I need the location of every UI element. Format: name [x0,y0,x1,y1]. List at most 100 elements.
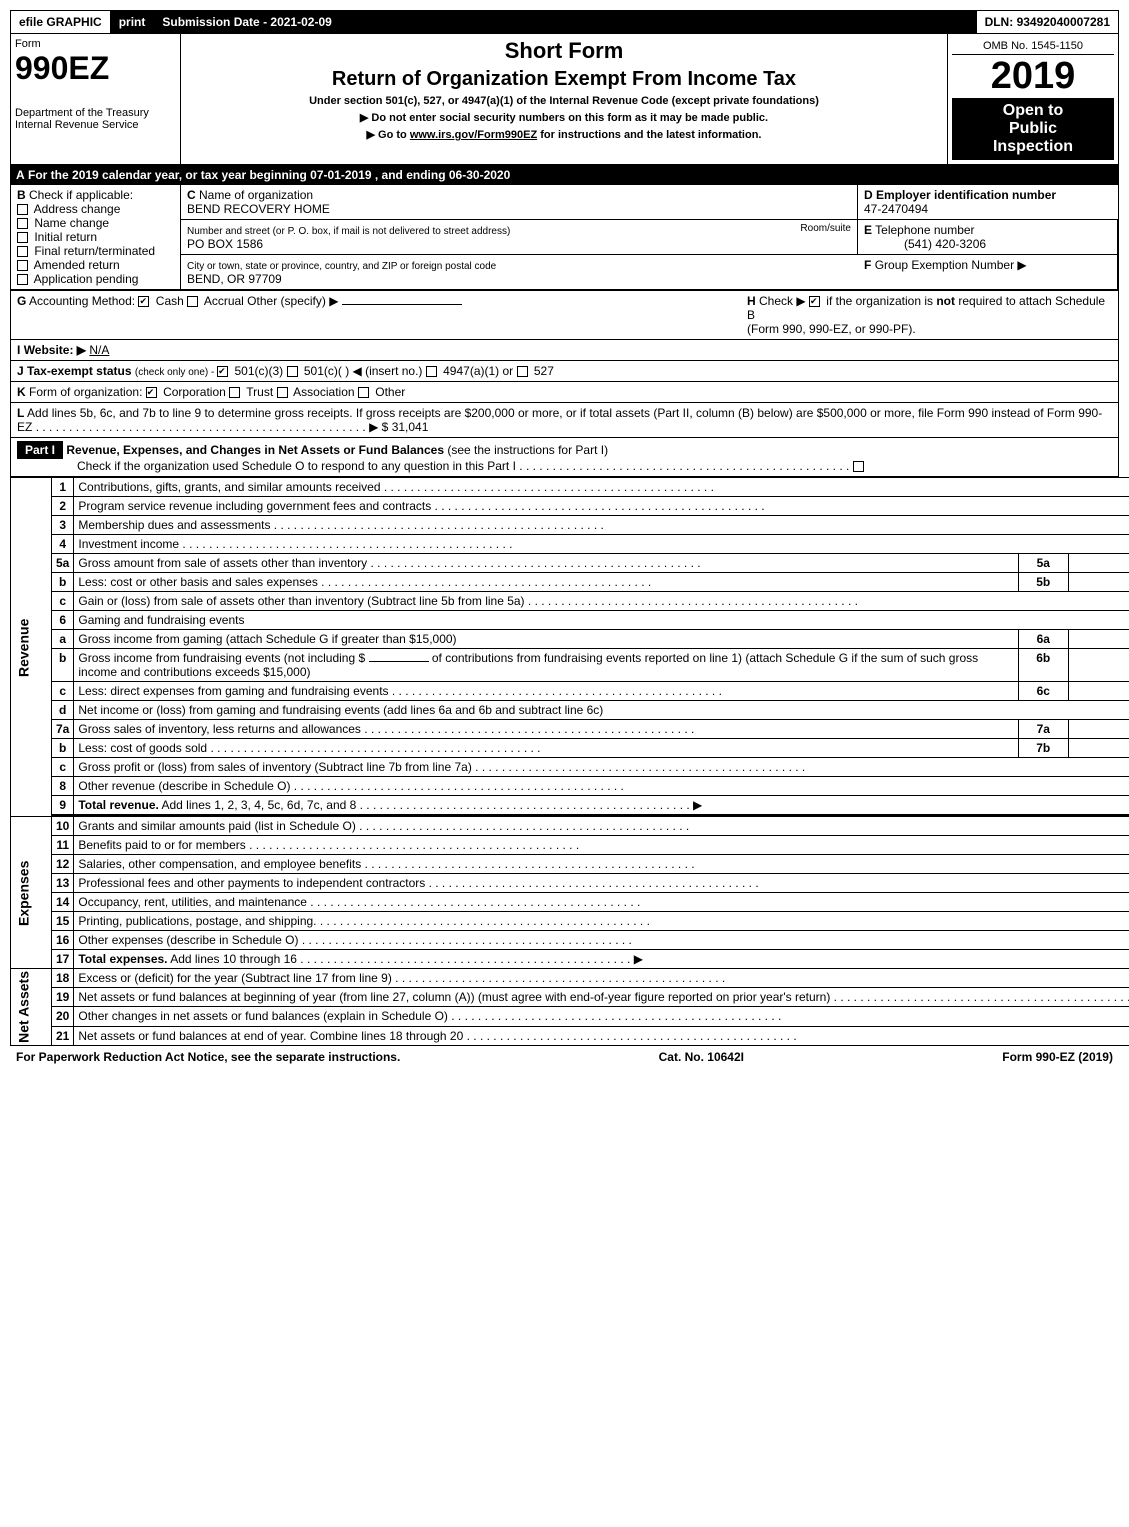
opt-4947: 4947(a)(1) or [443,364,513,378]
opt-name: Name change [34,216,109,230]
line-12-text: Salaries, other compensation, and employ… [74,855,1129,874]
line-4-text: Investment income [74,535,1129,554]
other-specify-input[interactable] [342,304,462,305]
line-16-num: 16 [52,931,74,950]
checkbox-527[interactable] [517,366,528,377]
checkbox-other-org[interactable] [358,387,369,398]
year-end: 06-30-2020 [449,168,510,182]
part1-heading: Part I Revenue, Expenses, and Changes in… [10,438,1119,477]
box-l-label: L [17,406,24,420]
line-21-text: Net assets or fund balances at end of ye… [74,1026,1129,1045]
line-7a-subbox: 7a [1018,720,1068,739]
line-7a-subamt [1068,720,1129,739]
checkbox-4947[interactable] [426,366,437,377]
org-name: BEND RECOVERY HOME [187,202,330,216]
checkbox-corporation[interactable] [146,387,157,398]
box-f-label: F [864,258,871,272]
line-15-text: Printing, publications, postage, and shi… [74,912,1129,931]
line-2-text: Program service revenue including govern… [74,497,1129,516]
line-14-num: 14 [52,893,74,912]
checkbox-association[interactable] [277,387,288,398]
line-2-num: 2 [52,497,74,516]
opt-other-specify: Other (specify) ▶ [247,294,338,308]
line-6a-text: Gross income from gaming (attach Schedul… [74,630,1018,649]
header-center: Short Form Return of Organization Exempt… [181,34,948,164]
line-3-num: 3 [52,516,74,535]
form-number: 990EZ [15,50,176,87]
box-h: H Check ▶ if the organization is not req… [747,294,1112,336]
goto-post: for instructions and the latest informat… [540,129,761,141]
info-grid: B Check if applicable: Address change Na… [10,185,1119,291]
checkbox-501c[interactable] [287,366,298,377]
opt-amended: Amended return [34,258,120,272]
opt-trust: Trust [246,385,273,399]
line-6b-subamt [1068,649,1129,682]
line-5a-subamt [1068,554,1129,573]
line-6b-subbox: 6b [1018,649,1068,682]
checkbox-schedule-o-part1[interactable] [853,461,864,472]
checkbox-amended-return[interactable] [17,260,28,271]
irs-link[interactable]: www.irs.gov/Form990EZ [410,129,537,141]
box-j: J Tax-exempt status (check only one) - 5… [10,361,1119,382]
checkbox-application-pending[interactable] [17,274,28,285]
line-5b-num: b [52,573,74,592]
box-h-pre: Check ▶ [759,294,809,308]
efile-text: efile [19,15,43,29]
box-f-text: Group Exemption Number ▶ [875,258,1027,272]
print-button[interactable]: print [111,11,155,33]
box-e: E Telephone number (541) 420-3206 [858,220,1118,255]
addr-label: Number and street (or P. O. box, if mail… [187,226,510,237]
line-6c-num: c [52,682,74,701]
checkbox-final-return[interactable] [17,246,28,257]
line-7b-text: Less: cost of goods sold [74,739,1018,758]
line-6a-subbox: 6a [1018,630,1068,649]
line-17-label: Total expenses. [78,952,167,966]
box-c-addr: Number and street (or P. O. box, if mail… [181,220,858,255]
box-h-label: H [747,294,756,308]
form-header: Form 990EZ Department of the Treasury In… [10,34,1119,165]
line-5a-num: 5a [52,554,74,573]
checkbox-initial-return[interactable] [17,232,28,243]
line-14-text: Occupancy, rent, utilities, and maintena… [74,893,1129,912]
opt-other: Other [375,385,405,399]
line-17-num: 17 [52,950,74,969]
box-k: K Form of organization: Corporation Trus… [10,382,1119,403]
box-d-label: D [864,188,873,202]
checkbox-trust[interactable] [229,387,240,398]
box-h-post: if the organization is [826,294,936,308]
line-1-num: 1 [52,478,74,497]
box-k-label: K [17,385,26,399]
checkbox-address-change[interactable] [17,204,28,215]
header-left: Form 990EZ Department of the Treasury In… [11,34,181,164]
submission-date-value: 2021-02-09 [270,15,331,29]
line-6b-blank[interactable] [369,661,429,662]
org-address: PO BOX 1586 [187,237,263,251]
line-10-text: Grants and similar amounts paid (list in… [74,817,1129,836]
year-line-mid: , and ending [375,168,449,182]
public-note: ▶ Do not enter social security numbers o… [185,111,943,124]
box-j-text: Tax-exempt status [27,364,131,378]
checkbox-cash[interactable] [138,296,149,307]
gross-receipts-value: 31,041 [392,420,429,434]
lines-table: Revenue 1 Contributions, gifts, grants, … [10,477,1129,1046]
form-no-footer: Form 990-EZ (2019) [1002,1050,1113,1064]
checkbox-accrual[interactable] [187,296,198,307]
line-9-num: 9 [52,796,74,815]
line-5a-text: Gross amount from sale of assets other t… [74,554,1018,573]
checkbox-schedule-b[interactable] [809,296,820,307]
inspection-box: Open to Public Inspection [952,98,1114,160]
line-16-text: Other expenses (describe in Schedule O) [74,931,1129,950]
goto-pre: ▶ Go to [367,129,410,141]
year-begin: 07-01-2019 [310,168,371,182]
line-9-cell: Total revenue. Add lines 1, 2, 3, 4, 5c,… [74,796,1129,815]
inspection-line1: Open to [956,102,1110,120]
checkbox-name-change[interactable] [17,218,28,229]
checkbox-501c3[interactable] [217,366,228,377]
box-h-not: not [936,294,955,308]
line-19-text: Net assets or fund balances at beginning… [74,988,1129,1007]
line-7c-text: Gross profit or (loss) from sales of inv… [74,758,1129,777]
ein-value: 47-2470494 [864,202,928,216]
dotfill-part1 [519,459,849,473]
line-6b-num: b [52,649,74,682]
box-d: D Employer identification number 47-2470… [858,185,1118,220]
